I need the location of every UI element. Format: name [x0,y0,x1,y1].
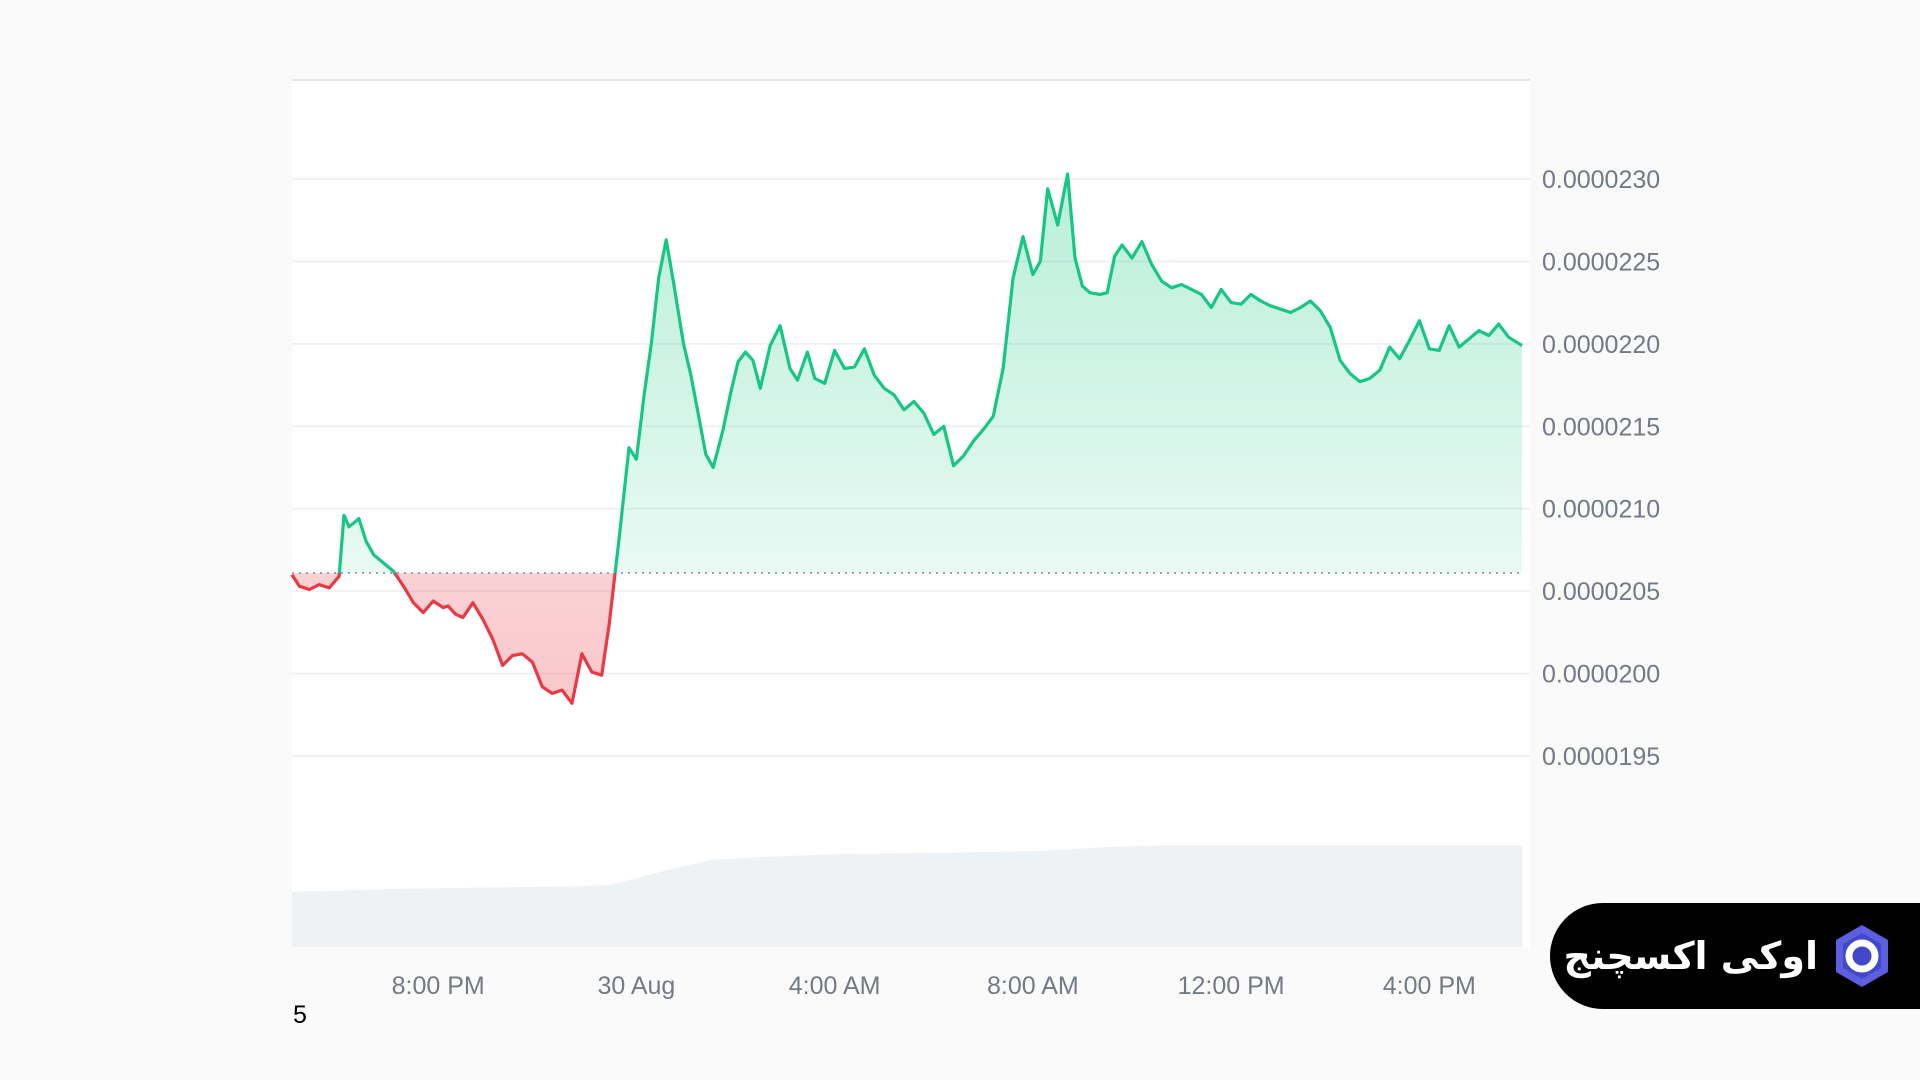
x-tick-label: 4:00 PM [1383,972,1476,1000]
x-tick-label: 8:00 PM [392,972,485,1000]
x-tick-label: 30 Aug [597,972,675,1000]
area-fill-below [292,573,1522,704]
okex-hexagon-logo-icon [1836,925,1888,987]
area-fill-above [339,174,1522,574]
y-tick-label: 0.0000200 [1542,661,1660,689]
y-tick-label: 0.0000210 [1542,496,1660,524]
price-area [290,172,1523,705]
y-tick-label: 0.0000205 [1542,578,1660,606]
price-line-up [337,172,1523,574]
y-tick-label: 0.0000215 [1542,413,1660,441]
y-tick-label: 0.0000220 [1542,331,1660,359]
corner-label: 5 [293,1001,307,1029]
volume-area-path [292,845,1522,947]
x-axis: 8:00 PM 30 Aug 4:00 AM 8:00 AM 12:00 PM 4:00 … [392,972,1476,1000]
volume-area [292,845,1522,947]
brand-name: اوکی اکسچنج [1563,934,1819,978]
brand-badge: اوکی اکسچنج [1550,903,1920,1009]
y-tick-label: 0.0000195 [1542,743,1660,771]
x-tick-label: 4:00 AM [789,972,881,1000]
price-line-down [290,573,617,705]
y-tick-label: 0.0000225 [1542,248,1660,276]
x-tick-label: 12:00 PM [1178,972,1285,1000]
y-axis: 0.0000230 0.0000225 0.0000220 0.0000215 0.00… [1542,166,1660,771]
y-tick-label: 0.0000230 [1542,166,1660,194]
x-tick-label: 8:00 AM [987,972,1079,1000]
